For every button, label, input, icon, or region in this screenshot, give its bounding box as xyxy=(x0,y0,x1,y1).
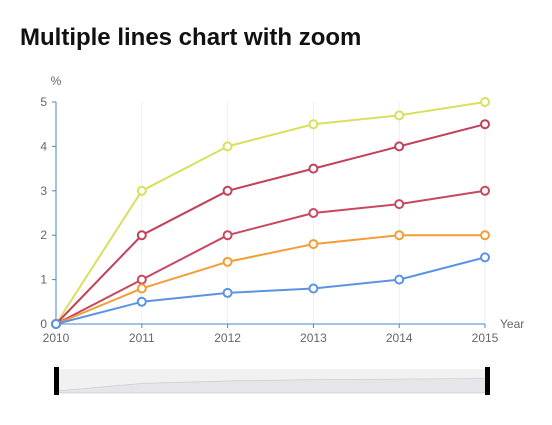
chart-title: Multiple lines chart with zoom xyxy=(20,24,362,51)
y-tick-label: 1 xyxy=(40,273,47,287)
series-line-4 xyxy=(55,234,485,325)
data-point xyxy=(394,230,405,241)
data-point xyxy=(308,239,319,250)
y-axis-name: % xyxy=(51,74,62,88)
data-point xyxy=(51,319,61,329)
data-point xyxy=(222,230,233,241)
x-tick-label: 2013 xyxy=(300,331,327,345)
data-point xyxy=(136,283,147,294)
data-point xyxy=(394,110,405,121)
data-point xyxy=(222,287,233,298)
data-point xyxy=(480,119,490,130)
x-tick-label: 2012 xyxy=(214,331,241,345)
data-point xyxy=(136,230,147,241)
zoom-handle-left[interactable] xyxy=(54,367,59,395)
data-point xyxy=(394,141,405,152)
data-point xyxy=(136,296,147,307)
x-tick-label: 2014 xyxy=(386,331,413,345)
data-point xyxy=(480,185,490,196)
data-point xyxy=(136,274,147,285)
y-tick-label: 5 xyxy=(40,95,47,109)
data-point xyxy=(394,274,405,285)
series-line-2 xyxy=(55,123,486,325)
y-tick-label: 0 xyxy=(40,317,47,331)
data-point xyxy=(480,230,490,241)
data-point xyxy=(394,199,405,210)
x-tick-label: 2015 xyxy=(472,331,499,345)
series-line-5 xyxy=(55,256,486,325)
data-point xyxy=(222,141,233,152)
series-layer xyxy=(51,97,490,329)
data-point xyxy=(308,283,319,294)
y-tick-label: 3 xyxy=(40,184,47,198)
x-axis-name: Year xyxy=(500,317,524,331)
y-tick-label: 2 xyxy=(40,228,47,242)
data-point xyxy=(308,163,319,174)
data-point xyxy=(136,185,147,196)
y-tick-label: 4 xyxy=(40,139,47,153)
series-line-3 xyxy=(55,189,486,325)
axes: 0 1 2 3 4 5 2010 2011 2012 2013 2014 2015% Year xyxy=(40,74,524,345)
zoom-handle-right[interactable] xyxy=(485,367,490,395)
data-point xyxy=(480,97,490,107)
data-point xyxy=(222,256,233,267)
data-point xyxy=(222,185,233,196)
zoom-slider[interactable] xyxy=(54,367,490,395)
x-tick-label: 2011 xyxy=(129,331,155,345)
data-point xyxy=(308,208,319,218)
data-point xyxy=(308,119,319,130)
x-tick-label: 2010 xyxy=(43,331,70,345)
series-line-1 xyxy=(55,101,486,325)
data-point xyxy=(480,252,490,263)
